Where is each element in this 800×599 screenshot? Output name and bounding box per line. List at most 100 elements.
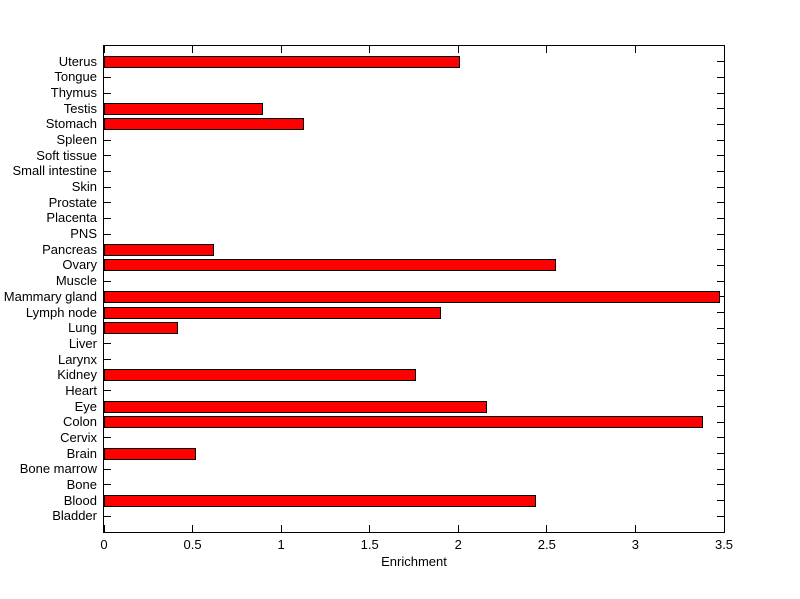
y-tick-right (717, 280, 724, 282)
y-category-label: Prostate (48, 194, 97, 210)
x-tick-bottom (457, 525, 459, 532)
x-tick-label: 2 (454, 537, 462, 552)
y-tick-left (104, 202, 111, 204)
bar-stomach (104, 118, 304, 131)
y-tick-left (104, 343, 111, 345)
y-category-label: Lymph node (25, 304, 97, 320)
y-tick-right (717, 453, 724, 455)
x-tick-top (369, 46, 371, 53)
y-tick-left (104, 233, 111, 235)
y-category-label: Bone (66, 476, 97, 492)
y-category-label: Cervix (60, 429, 97, 445)
y-tick-right (717, 390, 724, 392)
x-tick-bottom (280, 525, 282, 532)
x-tick-bottom (192, 525, 194, 532)
y-tick-left (104, 280, 111, 282)
y-category-label: Brain (66, 445, 97, 461)
bar-uterus (104, 55, 460, 68)
y-tick-right (717, 264, 724, 266)
y-tick-right (717, 61, 724, 63)
y-tick-right (717, 249, 724, 251)
bar-pancreas (104, 243, 214, 256)
y-category-label: Pancreas (42, 241, 97, 257)
x-tick-label: 1 (277, 537, 285, 552)
y-tick-left (104, 515, 111, 517)
bar-lung (104, 322, 178, 335)
y-tick-left (104, 186, 111, 188)
y-category-label: Bladder (52, 508, 97, 524)
y-tick-left (104, 390, 111, 392)
x-tick-label: 3.5 (714, 537, 734, 552)
bar-colon (104, 416, 703, 429)
x-tick-top (280, 46, 282, 53)
y-tick-right (717, 296, 724, 298)
y-tick-right (717, 374, 724, 376)
y-tick-right (717, 343, 724, 345)
y-tick-right (717, 76, 724, 78)
y-tick-right (717, 359, 724, 361)
y-category-label: Larynx (57, 351, 97, 367)
y-tick-left (104, 217, 111, 219)
y-tick-left (104, 76, 111, 78)
bar-mammary-gland (104, 290, 720, 303)
x-tick-bottom (546, 525, 548, 532)
y-tick-right (717, 468, 724, 470)
y-tick-right (717, 421, 724, 423)
y-category-label: Stomach (45, 116, 97, 132)
y-tick-right (717, 170, 724, 172)
y-tick-left (104, 437, 111, 439)
y-tick-right (717, 500, 724, 502)
y-category-label: Heart (65, 382, 97, 398)
x-tick-label: 3 (631, 537, 640, 552)
y-category-label: Skin (71, 179, 97, 195)
x-tick-bottom (103, 525, 105, 532)
y-tick-right (717, 92, 724, 94)
y-category-label: Ovary (62, 257, 97, 273)
x-tick-top (634, 46, 636, 53)
y-tick-right (717, 123, 724, 125)
y-tick-right (717, 437, 724, 439)
y-category-label: Bone marrow (19, 461, 97, 477)
x-tick-label: 0.5 (183, 537, 202, 552)
x-tick-top (457, 46, 459, 53)
x-tick-bottom (369, 525, 371, 532)
x-tick-bottom (723, 525, 725, 532)
x-tick-label: 0 (100, 537, 108, 552)
y-tick-right (717, 139, 724, 141)
bar-blood (104, 494, 536, 507)
y-tick-right (717, 484, 724, 486)
bar-ovary (104, 259, 556, 272)
x-tick-top (192, 46, 194, 53)
x-tick-bottom (634, 525, 636, 532)
y-tick-right (717, 327, 724, 329)
x-axis-title: Enrichment (381, 554, 447, 569)
y-category-label: Uterus (58, 53, 97, 69)
y-tick-left (104, 155, 111, 157)
x-tick-label: 1.5 (360, 537, 379, 552)
bar-kidney (104, 369, 416, 382)
y-tick-right (717, 217, 724, 219)
y-tick-left (104, 359, 111, 361)
y-tick-right (717, 312, 724, 314)
x-tick-top (546, 46, 548, 53)
y-tick-left (104, 484, 111, 486)
x-tick-top (103, 46, 105, 53)
y-tick-left (104, 139, 111, 141)
y-category-label: Kidney (57, 367, 97, 383)
y-category-label: Placenta (46, 210, 97, 226)
y-category-label: Soft tissue (36, 147, 97, 163)
y-category-label: Eye (74, 398, 97, 414)
y-category-label: Muscle (55, 273, 97, 289)
x-tick-top (723, 46, 725, 53)
bar-testis (104, 102, 263, 115)
y-category-label: Thymus (50, 85, 97, 101)
y-category-label: Mammary gland (3, 288, 97, 304)
bar-brain (104, 447, 196, 460)
y-tick-left (104, 92, 111, 94)
y-tick-right (717, 233, 724, 235)
y-category-label: Tongue (54, 69, 97, 85)
x-tick-label: 2.5 (537, 537, 556, 552)
y-category-label: Spleen (56, 132, 97, 148)
plot-area (103, 45, 725, 533)
